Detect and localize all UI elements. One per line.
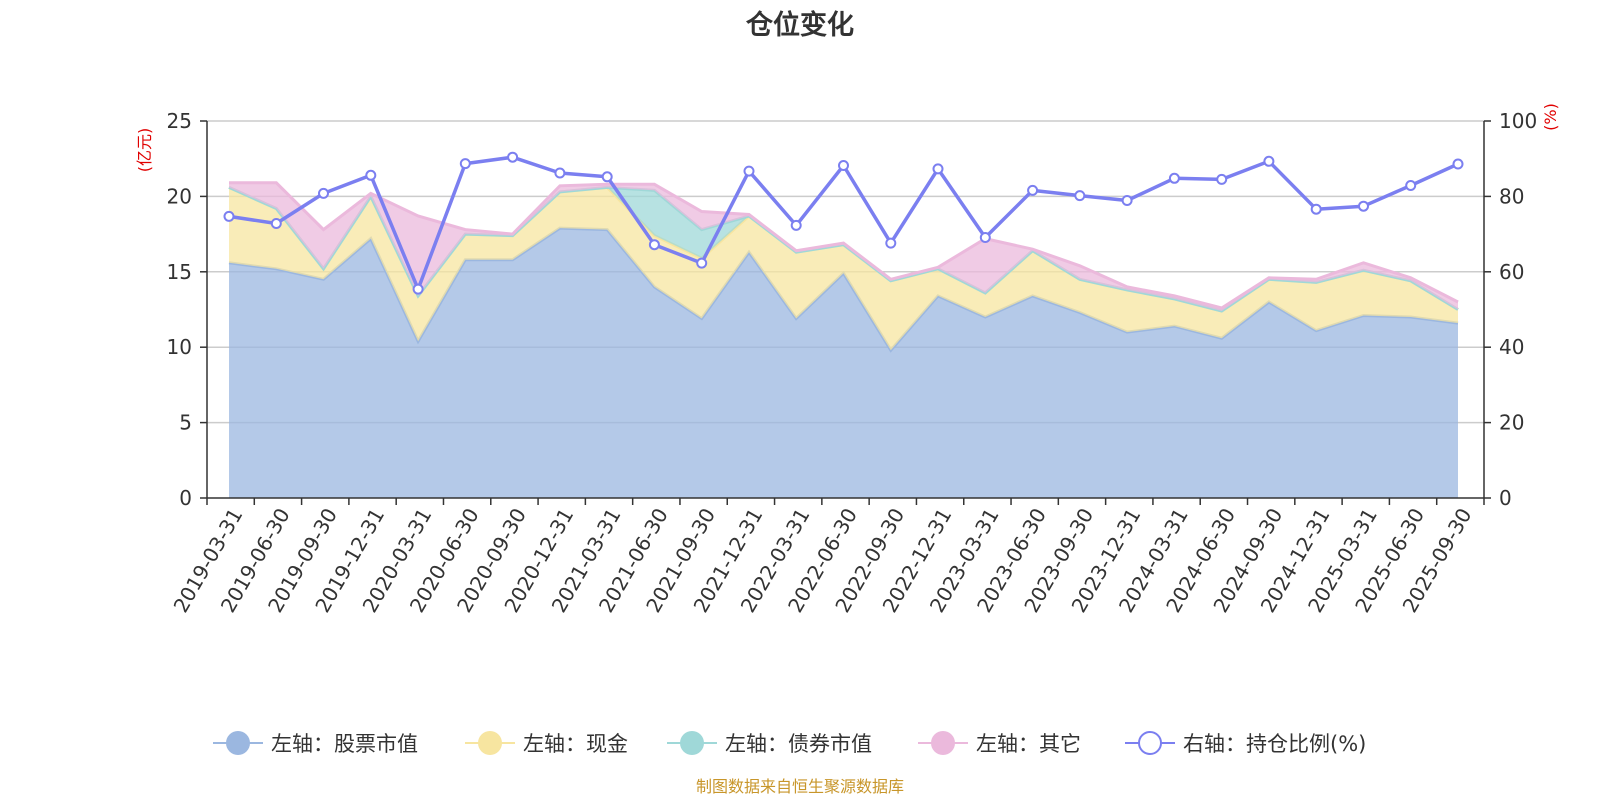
ratio-point: [365, 169, 377, 181]
area-band-1: [229, 187, 1458, 351]
chart-title: 仓位变化: [745, 9, 854, 41]
ratio-point: [270, 218, 282, 229]
legend-label: 左轴：现金: [523, 732, 628, 756]
hollow-circle-icon: [1138, 731, 1162, 755]
legend-item: 左轴：现金: [465, 731, 628, 756]
ratio-point: [790, 219, 802, 231]
data-source-note: 制图数据来自恒生聚源数据库: [696, 777, 904, 796]
legend-label: 左轴：股票市值: [271, 732, 418, 756]
ratio-point: [601, 171, 613, 183]
ratio-point: [507, 151, 519, 163]
legend-label: 左轴：债券市值: [725, 732, 872, 756]
ratio-point: [412, 283, 424, 295]
ratio-point: [459, 158, 471, 170]
area-band-0: [229, 228, 1458, 498]
left-tick-label: 15: [167, 260, 192, 284]
ratio-point: [696, 257, 708, 269]
filled-circle-icon: [478, 731, 502, 755]
right-tick-label: 0: [1499, 486, 1512, 510]
ratio-point: [554, 167, 566, 179]
left-tick-label: 0: [179, 486, 192, 510]
ratio-point: [1027, 184, 1039, 196]
ratio-point: [838, 160, 849, 171]
ratio-point: [648, 239, 660, 251]
right-tick-label: 20: [1499, 411, 1524, 435]
left-tick-label: 10: [167, 335, 192, 359]
ratio-point: [1168, 172, 1180, 184]
right-axis-unit: (%): [1541, 103, 1560, 131]
ratio-point: [979, 232, 991, 243]
left-tick-label: 25: [167, 109, 192, 133]
ratio-point: [1216, 173, 1228, 185]
ratio-point: [1121, 195, 1133, 206]
filled-circle-icon: [931, 731, 955, 755]
area-series: [228, 181, 1459, 498]
ratio-point: [1452, 158, 1464, 170]
filled-circle-icon: [680, 731, 704, 755]
ratio-point: [743, 165, 755, 177]
ratio-point: [1263, 155, 1275, 167]
legend-item: 左轴：其它: [918, 731, 1081, 756]
ratio-point: [932, 163, 944, 175]
left-axis-unit: (亿元): [135, 128, 154, 173]
right-tick-label: 60: [1499, 260, 1524, 284]
ratio-point: [223, 210, 235, 222]
left-tick-label: 5: [179, 411, 192, 435]
left-tick-label: 20: [167, 184, 192, 208]
ratio-point: [1074, 190, 1086, 202]
area-edge-3: [229, 181, 1459, 310]
legend: 左轴：股票市值 左轴：现金 左轴：债券市值 左轴：其它 右轴：持仓比例(%): [213, 731, 1366, 756]
ratio-point: [1405, 180, 1417, 191]
legend-item: 左轴：股票市值: [213, 731, 418, 756]
ratio-point: [885, 237, 897, 249]
legend-label: 右轴：持仓比例(%): [1183, 732, 1366, 756]
right-tick-label: 40: [1499, 335, 1524, 359]
ratio-point: [1310, 203, 1322, 215]
right-tick-label: 100: [1499, 109, 1537, 133]
filled-circle-icon: [226, 731, 250, 755]
legend-item: 左轴：债券市值: [667, 731, 872, 756]
legend-label: 左轴：其它: [976, 732, 1081, 756]
ratio-line-series: [223, 151, 1464, 295]
ratio-point: [1358, 200, 1369, 212]
right-tick-label: 80: [1499, 184, 1524, 208]
ratio-point: [318, 187, 329, 199]
legend-item: 右轴：持仓比例(%): [1125, 731, 1366, 756]
